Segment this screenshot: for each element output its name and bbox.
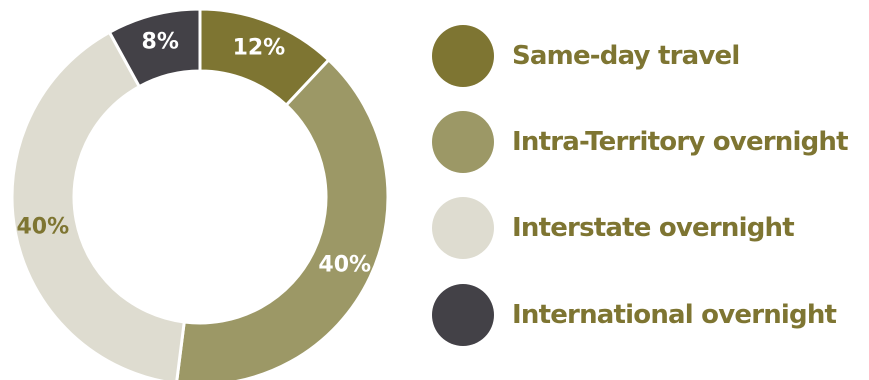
legend-label: International overnight xyxy=(512,300,837,330)
slice-intra-territory xyxy=(175,57,390,380)
legend-item-same-day: Same-day travel xyxy=(432,24,740,88)
slice-label-same-day: 12% xyxy=(233,36,286,61)
legend-item-international: International overnight xyxy=(432,283,837,347)
legend-item-intra-territory: Intra-Territory overnight xyxy=(432,110,849,174)
slice-label-international: 8% xyxy=(142,30,179,55)
slice-label-interstate: 40% xyxy=(16,214,69,239)
slice-interstate xyxy=(10,30,186,380)
legend-swatch xyxy=(432,197,494,259)
legend-label: Same-day travel xyxy=(512,41,740,71)
legend-swatch xyxy=(432,111,494,173)
legend-label: Intra-Territory overnight xyxy=(512,127,849,157)
donut-chart: 12% 40% 40% 8% xyxy=(10,7,390,380)
legend-swatch xyxy=(432,25,494,87)
slice-international xyxy=(107,7,202,89)
legend-swatch xyxy=(432,284,494,346)
legend-item-interstate: Interstate overnight xyxy=(432,196,795,260)
legend-label: Interstate overnight xyxy=(512,213,795,243)
slice-label-intra-territory: 40% xyxy=(318,253,371,278)
